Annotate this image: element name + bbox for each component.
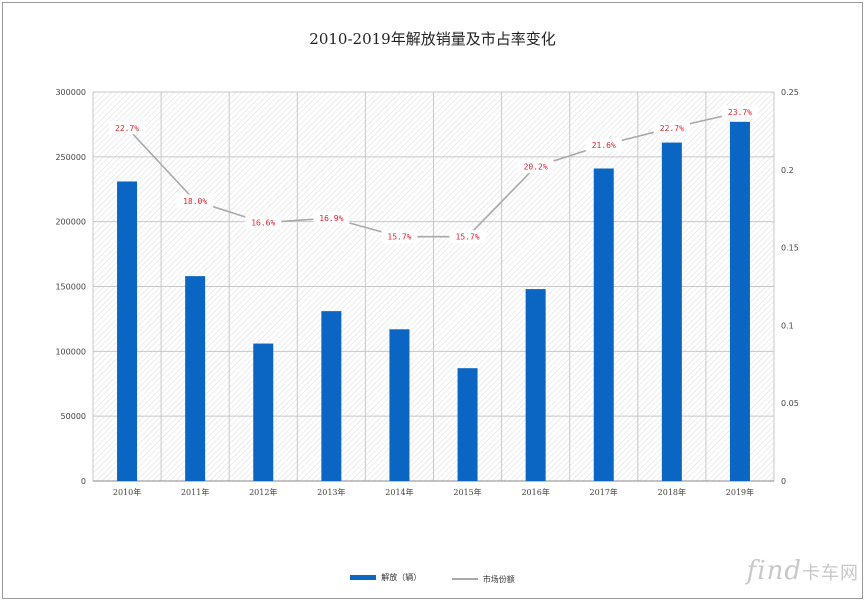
market-share-line	[126, 111, 741, 238]
x-tick-label: 2018年	[658, 487, 686, 497]
y-left-tick-label: 200000	[55, 218, 86, 227]
data-label-text: 22.7%	[660, 124, 684, 133]
data-label: 21.6%	[585, 138, 622, 152]
data-label: 22.7%	[653, 121, 690, 135]
y-right-tick-label: 0.2	[781, 166, 794, 175]
data-label: 15.7%	[449, 230, 486, 244]
x-tick-label: 2013年	[317, 487, 345, 497]
data-label-bg	[585, 138, 622, 152]
y-right-tick-label: 0	[781, 477, 786, 486]
bar	[117, 181, 138, 481]
y-right-tick-label: 0.15	[781, 244, 799, 253]
y-left-tick-label: 300000	[55, 88, 86, 97]
data-label-text: 15.7%	[456, 233, 480, 242]
y-left-tick-label: 0	[81, 477, 86, 486]
bar	[661, 142, 682, 481]
data-label-bg	[381, 230, 418, 244]
data-label: 16.6%	[245, 216, 282, 230]
y-left-tick-label: 150000	[55, 283, 86, 292]
y-left-tick-label: 100000	[55, 347, 86, 356]
x-tick-label: 2010年	[113, 487, 141, 497]
y-left-tick-label: 50000	[61, 412, 86, 421]
data-label-bg	[449, 230, 486, 244]
data-label-bg	[517, 160, 554, 174]
data-label-text: 20.2%	[524, 163, 548, 172]
x-tick-label: 2017年	[590, 487, 618, 497]
data-label-text: 16.9%	[319, 214, 343, 223]
bar	[253, 343, 274, 481]
data-label-bg	[177, 194, 214, 208]
legend-item-line: 市场份额	[451, 574, 515, 585]
y-right-tick-label: 0.05	[781, 399, 799, 408]
chart-title: 2010-2019年解放销量及市占率变化	[309, 30, 556, 48]
data-label-text: 23.7%	[728, 108, 752, 117]
x-tick-label: 2014年	[385, 487, 413, 497]
x-tick-label: 2015年	[453, 487, 481, 497]
data-label-bg	[245, 216, 282, 230]
bar	[185, 276, 206, 481]
legend-line-swatch	[451, 578, 478, 580]
data-label: 23.7%	[721, 105, 758, 119]
data-label-bg	[721, 105, 758, 119]
x-tick-label: 2019年	[726, 487, 754, 497]
legend-item-bar: 解放（辆）	[350, 572, 421, 583]
data-label: 22.7%	[109, 121, 146, 135]
legend-bar-swatch	[350, 575, 377, 580]
data-label-bg	[653, 121, 690, 135]
data-label-text: 22.7%	[115, 124, 139, 133]
data-label: 18.0%	[177, 194, 214, 208]
bar	[525, 289, 546, 481]
data-label: 15.7%	[381, 230, 418, 244]
data-label: 16.9%	[313, 211, 350, 225]
bar	[389, 329, 410, 481]
x-tick-label: 2012年	[249, 487, 277, 497]
bar	[593, 168, 614, 481]
data-label: 20.2%	[517, 160, 554, 174]
legend-line-label: 市场份额	[482, 574, 515, 584]
data-label-text: 21.6%	[592, 141, 616, 150]
data-label-text: 15.7%	[387, 233, 411, 242]
data-label-text: 16.6%	[251, 219, 275, 228]
watermark-logo: find卡车网	[746, 556, 859, 586]
bar	[457, 368, 478, 481]
data-label-text: 18.0%	[183, 197, 207, 206]
legend-bar-label: 解放（辆）	[381, 573, 422, 582]
y-right-tick-label: 0.1	[781, 321, 794, 330]
bar	[321, 311, 342, 481]
chart-legend: 解放（辆） 市场份额	[0, 572, 865, 585]
x-tick-label: 2011年	[181, 487, 209, 497]
y-left-tick-label: 250000	[55, 153, 86, 162]
data-label-bg	[109, 121, 146, 135]
bar	[729, 121, 750, 481]
y-right-tick-label: 0.25	[781, 88, 799, 97]
data-label-bg	[313, 211, 350, 225]
x-tick-label: 2016年	[521, 487, 549, 497]
